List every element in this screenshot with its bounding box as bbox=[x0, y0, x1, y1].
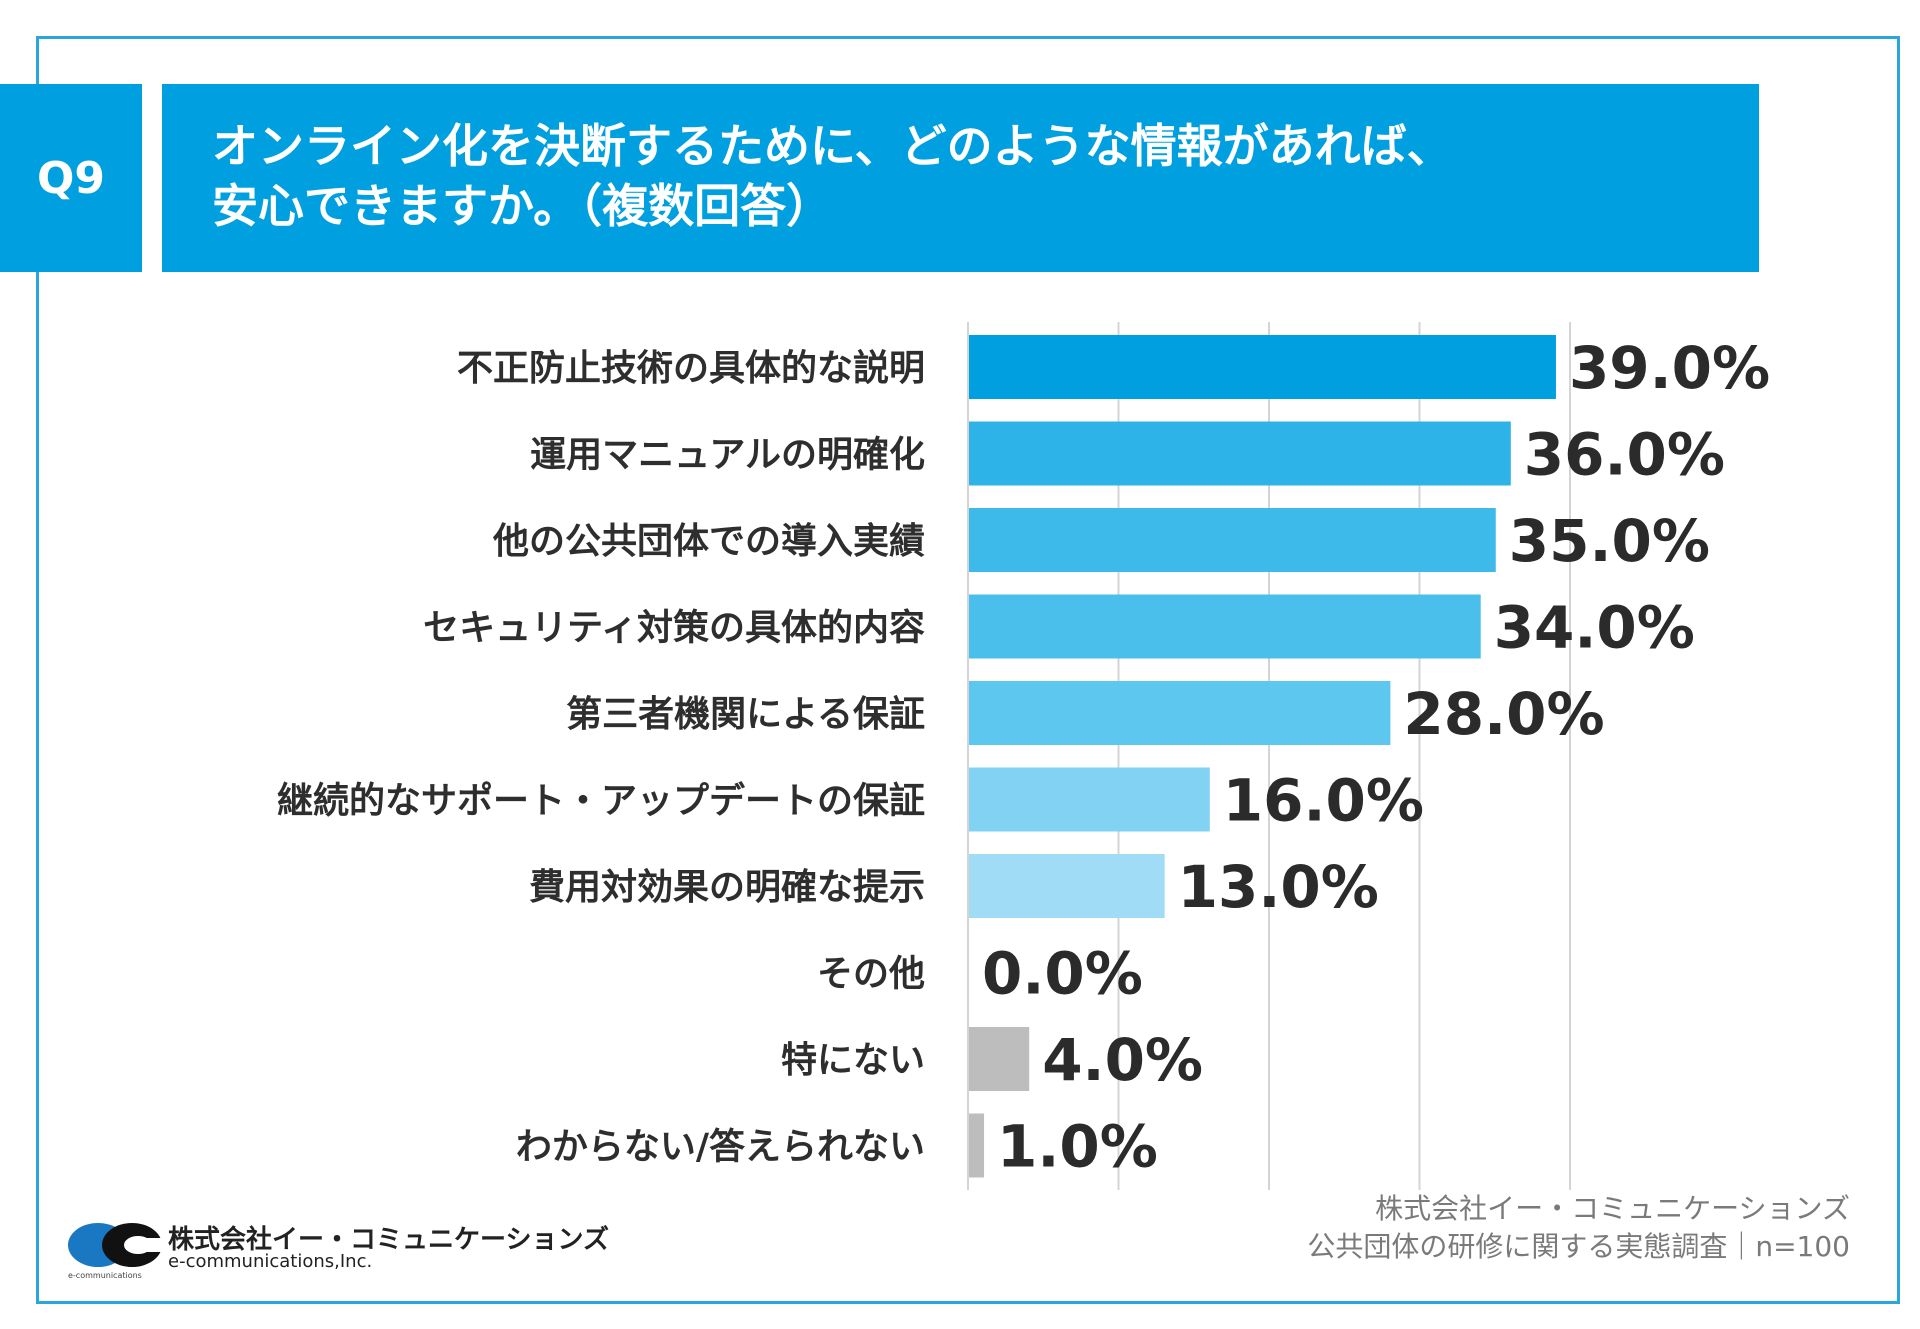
category-label: 特にない bbox=[781, 1040, 925, 1081]
bar bbox=[969, 767, 1210, 832]
bar bbox=[969, 681, 1391, 745]
source-note: 株式会社イー・コミュニケーションズ 公共団体の研修に関する実態調査｜n=100 bbox=[1307, 1190, 1850, 1266]
logo-name-en: e-communications,Inc. bbox=[168, 1251, 373, 1272]
title-line-2: 安心できますか。（複数回答） bbox=[212, 179, 833, 233]
bars: 不正防止技術の具体的な説明 39.0% 運用マニュアルの明確化 36.0% 他の公共団体… bbox=[277, 334, 1770, 1181]
value-label: 39.0% bbox=[1569, 334, 1770, 402]
bar bbox=[969, 594, 1481, 659]
category-label: 第三者機関による保証 bbox=[566, 694, 925, 735]
bar bbox=[969, 335, 1556, 399]
bar bbox=[969, 1113, 985, 1178]
value-label: 13.0% bbox=[1178, 853, 1379, 921]
value-label: 1.0% bbox=[997, 1113, 1158, 1181]
question-badge: Q9 bbox=[0, 84, 142, 272]
category-label: その他 bbox=[817, 954, 925, 995]
logo-name-jp: 株式会社イー・コミュニケーションズ bbox=[168, 1225, 609, 1255]
company-logo: 株式会社イー・コミュニケーションズ e-communications,Inc. … bbox=[68, 1215, 609, 1280]
bar bbox=[969, 421, 1511, 486]
category-label: 他の公共団体での導入実績 bbox=[492, 521, 925, 562]
outer-frame bbox=[36, 36, 1900, 1304]
bar bbox=[969, 854, 1165, 918]
value-label: 4.0% bbox=[1042, 1026, 1203, 1094]
value-label: 34.0% bbox=[1494, 594, 1695, 662]
bar bbox=[969, 508, 1496, 572]
source-company: 株式会社イー・コミュニケーションズ bbox=[1375, 1192, 1850, 1225]
category-label: 運用マニュアルの明確化 bbox=[530, 435, 925, 476]
logo-small-text: e-communications bbox=[68, 1271, 142, 1280]
value-label: 36.0% bbox=[1524, 421, 1725, 489]
value-label: 35.0% bbox=[1509, 507, 1710, 575]
bar bbox=[969, 1027, 1030, 1091]
value-label: 0.0% bbox=[982, 940, 1143, 1008]
value-label: 28.0% bbox=[1403, 680, 1604, 748]
value-label: 16.0% bbox=[1223, 767, 1424, 835]
source-survey: 公共団体の研修に関する実態調査｜n=100 bbox=[1307, 1230, 1850, 1263]
category-label: 継続的なサポート・アップデートの保証 bbox=[277, 780, 925, 822]
category-label: わからない/答えられない bbox=[516, 1127, 925, 1168]
category-label: 不正防止技術の具体的な説明 bbox=[457, 348, 925, 389]
title-line-1: オンライン化を決断するために、どのような情報があれば、 bbox=[212, 119, 1453, 173]
category-label: セキュリティ対策の具体的内容 bbox=[423, 608, 925, 649]
category-label: 費用対効果の明確な提示 bbox=[529, 867, 925, 908]
question-title: オンライン化を決断するために、どのような情報があれば、 安心できますか。（複数回… bbox=[162, 84, 1759, 272]
logo-mark-icon bbox=[68, 1223, 164, 1267]
